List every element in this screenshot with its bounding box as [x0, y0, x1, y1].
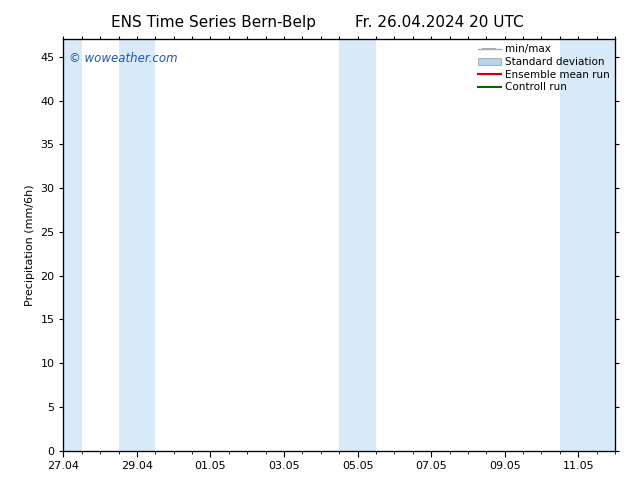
Text: ENS Time Series Bern-Belp        Fr. 26.04.2024 20 UTC: ENS Time Series Bern-Belp Fr. 26.04.2024… [111, 15, 523, 30]
Text: © woweather.com: © woweather.com [69, 51, 178, 65]
Legend: min/max, Standard deviation, Ensemble mean run, Controll run: min/max, Standard deviation, Ensemble me… [476, 42, 612, 94]
Bar [339, 39, 376, 451]
Bar [63, 39, 82, 451]
Bar [119, 39, 155, 451]
Bar [560, 39, 615, 451]
Y-axis label: Precipitation (mm/6h): Precipitation (mm/6h) [25, 184, 35, 306]
